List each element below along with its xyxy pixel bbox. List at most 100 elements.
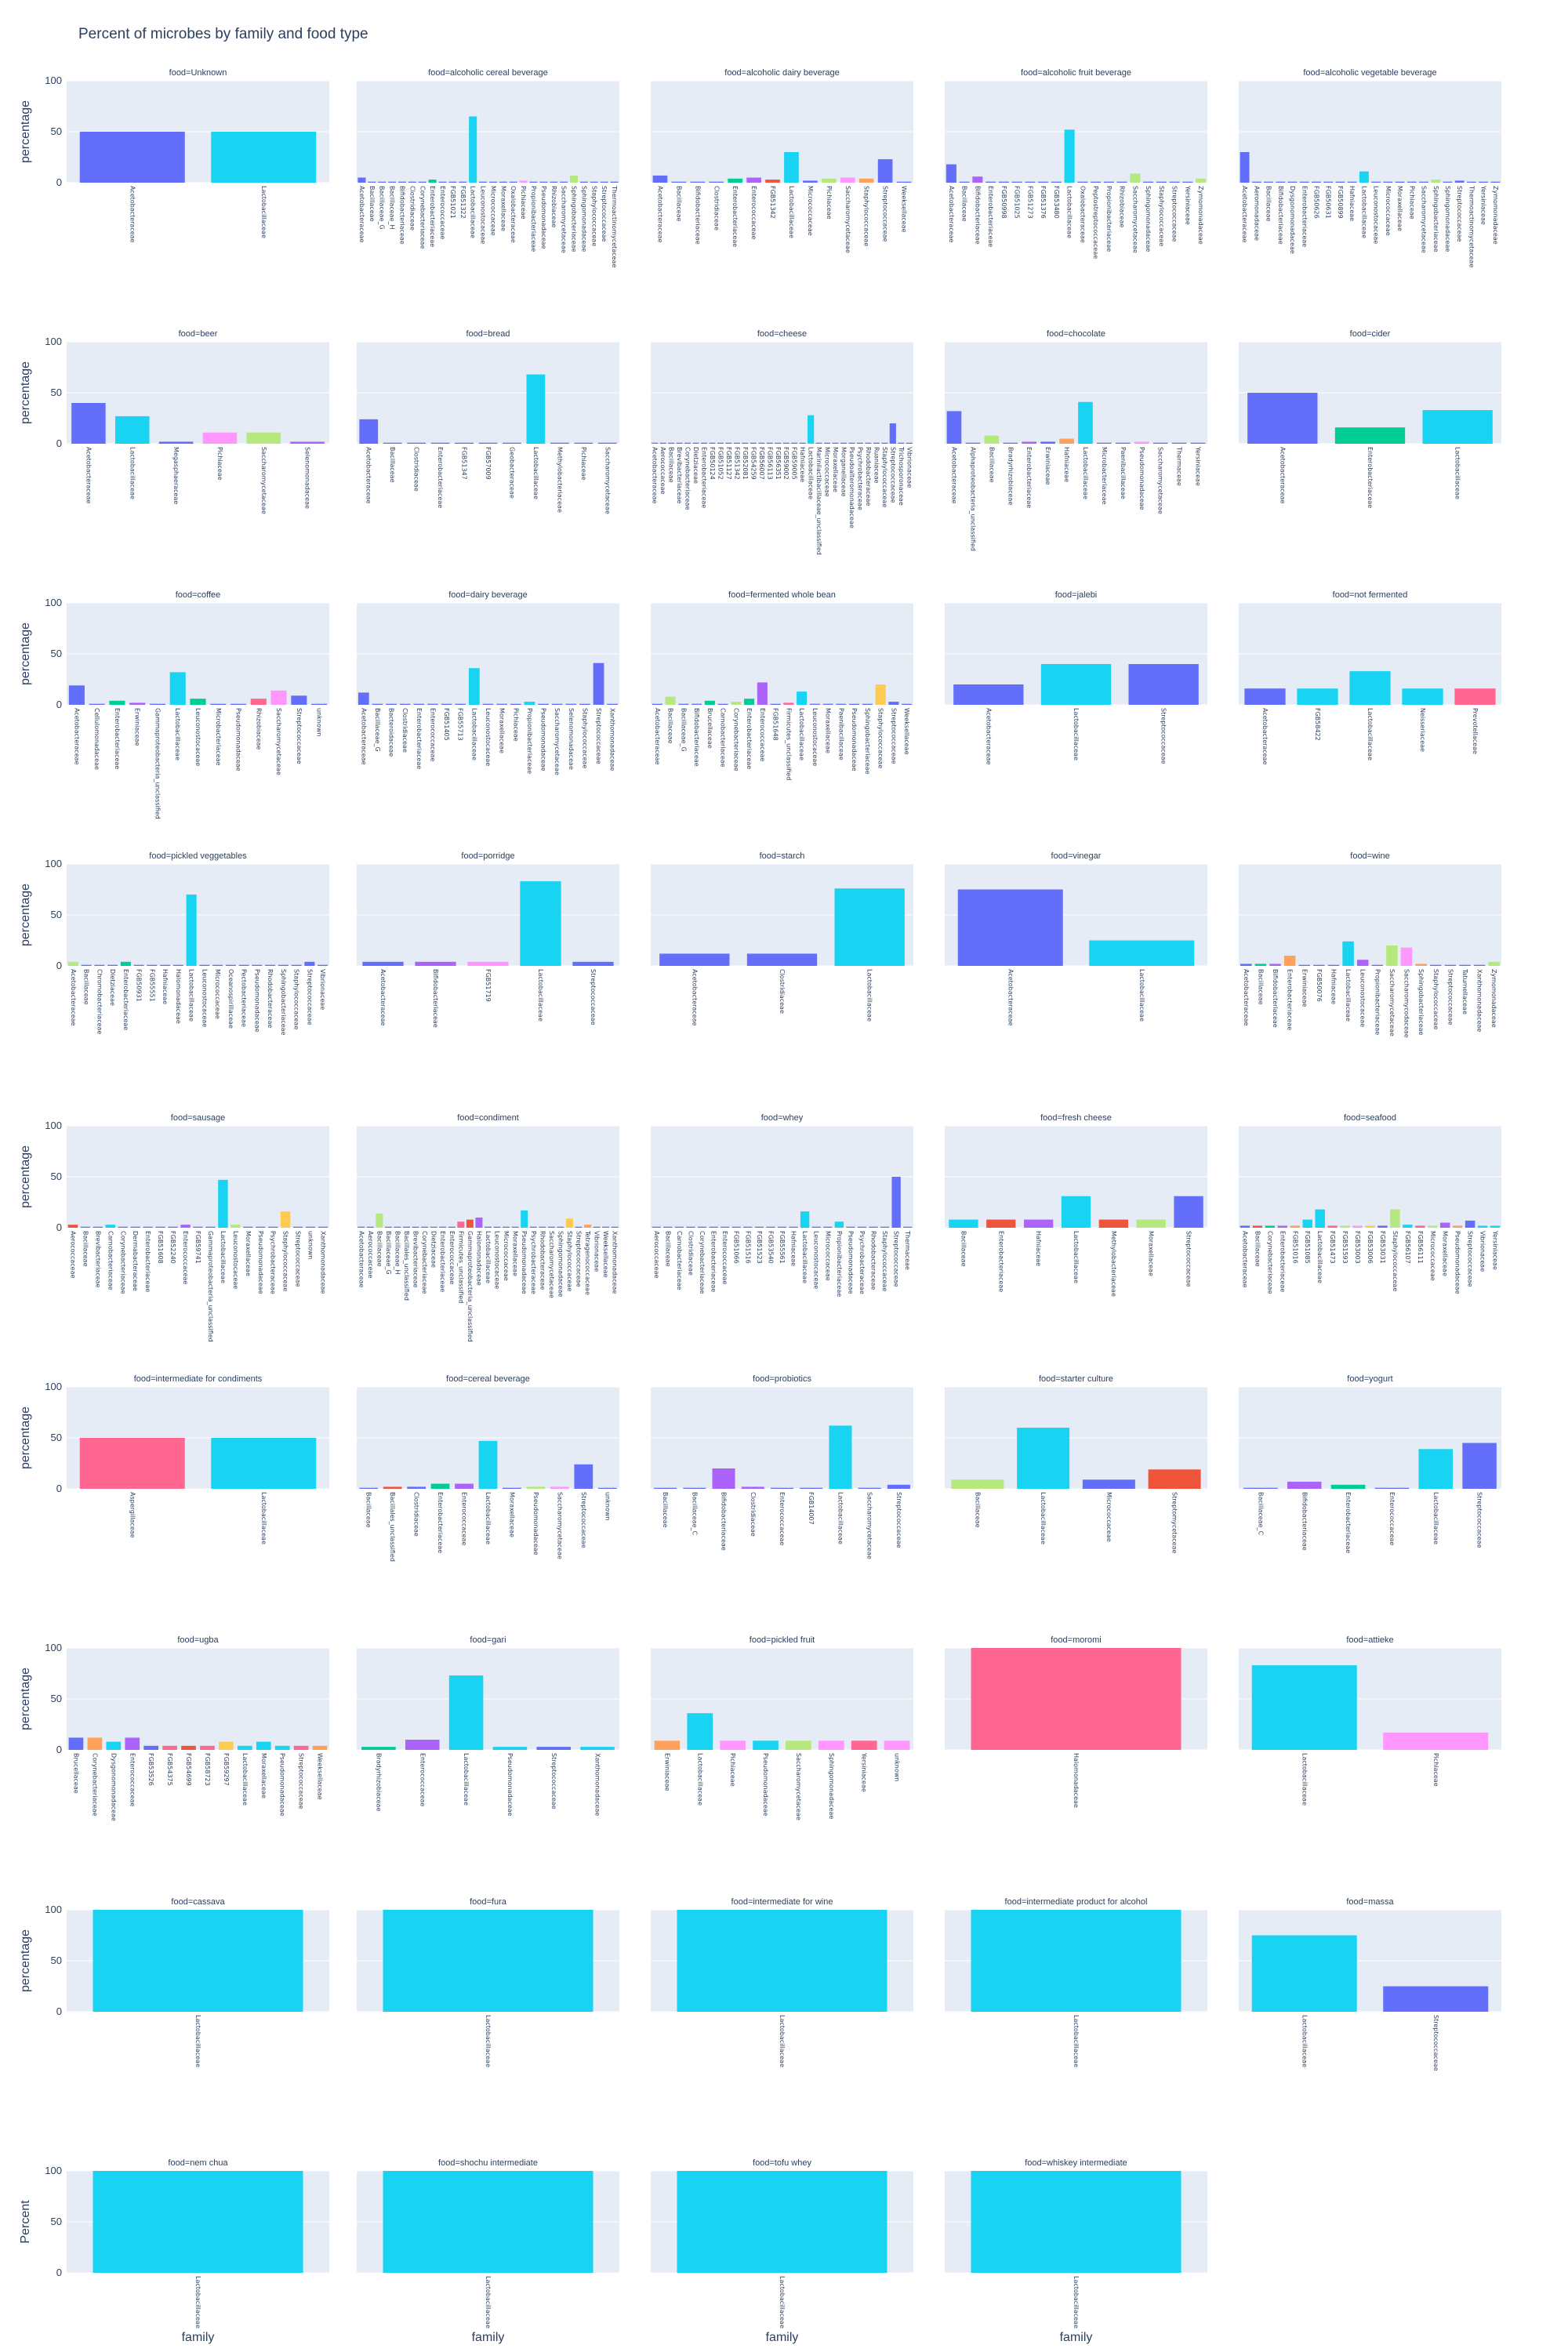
bar	[797, 691, 808, 705]
facet-panel: food=cider Acetobacteraceae Enterobacteria…	[1239, 329, 1501, 508]
x-tick-label: Tetragenococcaceae	[584, 1230, 591, 1295]
bar	[836, 703, 847, 705]
x-tick-label: Pectobacteriaceae	[241, 969, 248, 1027]
x-tick-label: Acetobacteraceae	[1243, 969, 1250, 1026]
bar	[851, 1740, 877, 1750]
facet-panel: food=starter culture Bacillaceae Lactobaci…	[945, 1374, 1207, 1553]
y-tick-label: 0	[56, 1744, 62, 1755]
bar	[118, 1226, 129, 1228]
bar	[709, 181, 724, 183]
bar	[511, 1226, 519, 1228]
bar	[1490, 181, 1501, 183]
x-tick-label: FGB51025	[1014, 186, 1021, 219]
bar	[469, 116, 477, 183]
panel-title: food=not fermented	[1333, 590, 1408, 600]
bar	[455, 703, 466, 705]
bar	[783, 702, 794, 705]
bar	[539, 181, 548, 183]
x-tick-label: Lactobacillaceae	[1454, 447, 1461, 499]
x-tick-label: Dysgonomonadaceae	[110, 1753, 117, 1821]
bar	[857, 1226, 867, 1228]
bar	[569, 175, 579, 183]
x-tick-label: Bacillaceae_G	[374, 708, 381, 752]
bar	[957, 889, 1063, 966]
bar	[1089, 940, 1195, 966]
x-tick-label: Megasphaeraceae	[172, 447, 180, 504]
y-axis-title: Percent	[19, 2200, 32, 2244]
x-tick-label: Moraxellaceae	[245, 1231, 252, 1276]
x-tick-label: Lactobacillaceae	[194, 2015, 201, 2067]
bar	[503, 1487, 521, 1489]
x-tick-label: Bifidobacteriaceae	[432, 969, 439, 1028]
x-tick-label: FGB59297	[223, 1753, 230, 1786]
facet-panel: food=tofu whey Lactobacillaceae family	[651, 2158, 913, 2344]
y-tick-label: 0	[56, 437, 62, 449]
x-tick-label: Streptococcaceae	[893, 1231, 900, 1287]
x-tick-label: Hafniaceae	[1348, 186, 1356, 221]
x-tick-label: Alphaproteobacteria_unclassified	[969, 447, 976, 551]
bar	[1330, 1484, 1366, 1489]
bar	[1473, 964, 1486, 966]
x-tick-label: FGB50631	[1325, 186, 1332, 219]
x-tick-label: Corynebacteriaceae	[119, 1231, 126, 1294]
bar	[230, 703, 247, 705]
x-tick-label: FGB51376	[1040, 186, 1047, 219]
bar	[1182, 181, 1193, 183]
x-tick-label: Bifidobacteriaceae	[1277, 186, 1284, 245]
bar	[986, 1219, 1016, 1228]
bar	[597, 442, 617, 444]
x-tick-label: Saccharomycetaceae	[844, 186, 851, 253]
x-tick-label: Yersiniaceae	[1184, 185, 1191, 225]
facet-panel: food=wine Acetobacteraceae Bacillaceae Bifi…	[1239, 851, 1501, 1038]
bar	[1098, 1219, 1129, 1228]
x-tick-label: Hafniaceae	[1063, 447, 1070, 482]
bar	[803, 180, 818, 183]
bar	[1174, 1196, 1203, 1228]
bar	[205, 1226, 216, 1228]
bar	[692, 442, 699, 444]
x-tick-label: Clostridiaceae	[713, 186, 720, 230]
bar	[81, 964, 92, 966]
x-tick-label: Staphylococcaceae	[863, 186, 870, 246]
bar	[1374, 1487, 1410, 1489]
facet-panel: 0 50 100 food=cassava Lactobacillaceae percen…	[19, 1897, 329, 2067]
bar	[143, 1226, 153, 1228]
bar	[1400, 947, 1413, 966]
bar	[1352, 1225, 1363, 1228]
facet-panel: food=attieke Lactobacillaceae Pichiaceae	[1239, 1635, 1501, 1806]
bar	[499, 181, 507, 183]
bar	[210, 703, 227, 705]
bar	[840, 177, 855, 183]
x-tick-label: Bacillaceae	[365, 1492, 372, 1528]
bar	[686, 1226, 695, 1228]
bar	[1415, 1225, 1425, 1228]
bar	[441, 703, 452, 705]
x-tick-label: Enterobacteriaceae	[1367, 447, 1374, 508]
x-tick-label: Ruaniaceae	[873, 447, 880, 484]
facet-panel: 0 50 100 food=pickled veggetables Acetobacte…	[19, 851, 329, 1036]
bar	[212, 964, 223, 966]
bar	[438, 181, 447, 183]
bar	[1247, 393, 1318, 444]
x-tick-label: Bacillaceae	[667, 708, 674, 744]
x-tick-label: Chromobacteriaceae	[96, 969, 103, 1034]
panel-title: food=beer	[179, 329, 218, 339]
bar	[770, 703, 781, 705]
x-tick-label: Lactobacillaceae	[1073, 2015, 1080, 2067]
facet-panel: food=massa Lactobacillaceae Streptococcace…	[1239, 1897, 1501, 2071]
bar	[252, 964, 263, 966]
x-tick-label: Yersiniaceae	[861, 1752, 868, 1792]
bar	[1340, 1225, 1350, 1228]
x-tick-label: Corynebacteriaceae	[419, 186, 426, 249]
x-tick-label: Staphylococcaceae	[590, 186, 597, 246]
x-tick-label: Enterobacteriaceae	[1301, 186, 1308, 247]
facet-panel: food=not fermented Acetobacteraceae FGB584…	[1239, 590, 1501, 765]
bar	[439, 1226, 447, 1228]
x-tick-label: Psychrobacteraceae	[858, 1231, 866, 1294]
panel-title: food=seafood	[1344, 1113, 1396, 1123]
bar	[1251, 181, 1261, 183]
bar	[709, 1226, 718, 1228]
x-tick-label: Bacillaceae	[1257, 969, 1264, 1005]
x-tick-label: Moraxellaceae	[508, 1492, 515, 1537]
x-tick-label: Saccharomycetaceae	[548, 1231, 555, 1298]
